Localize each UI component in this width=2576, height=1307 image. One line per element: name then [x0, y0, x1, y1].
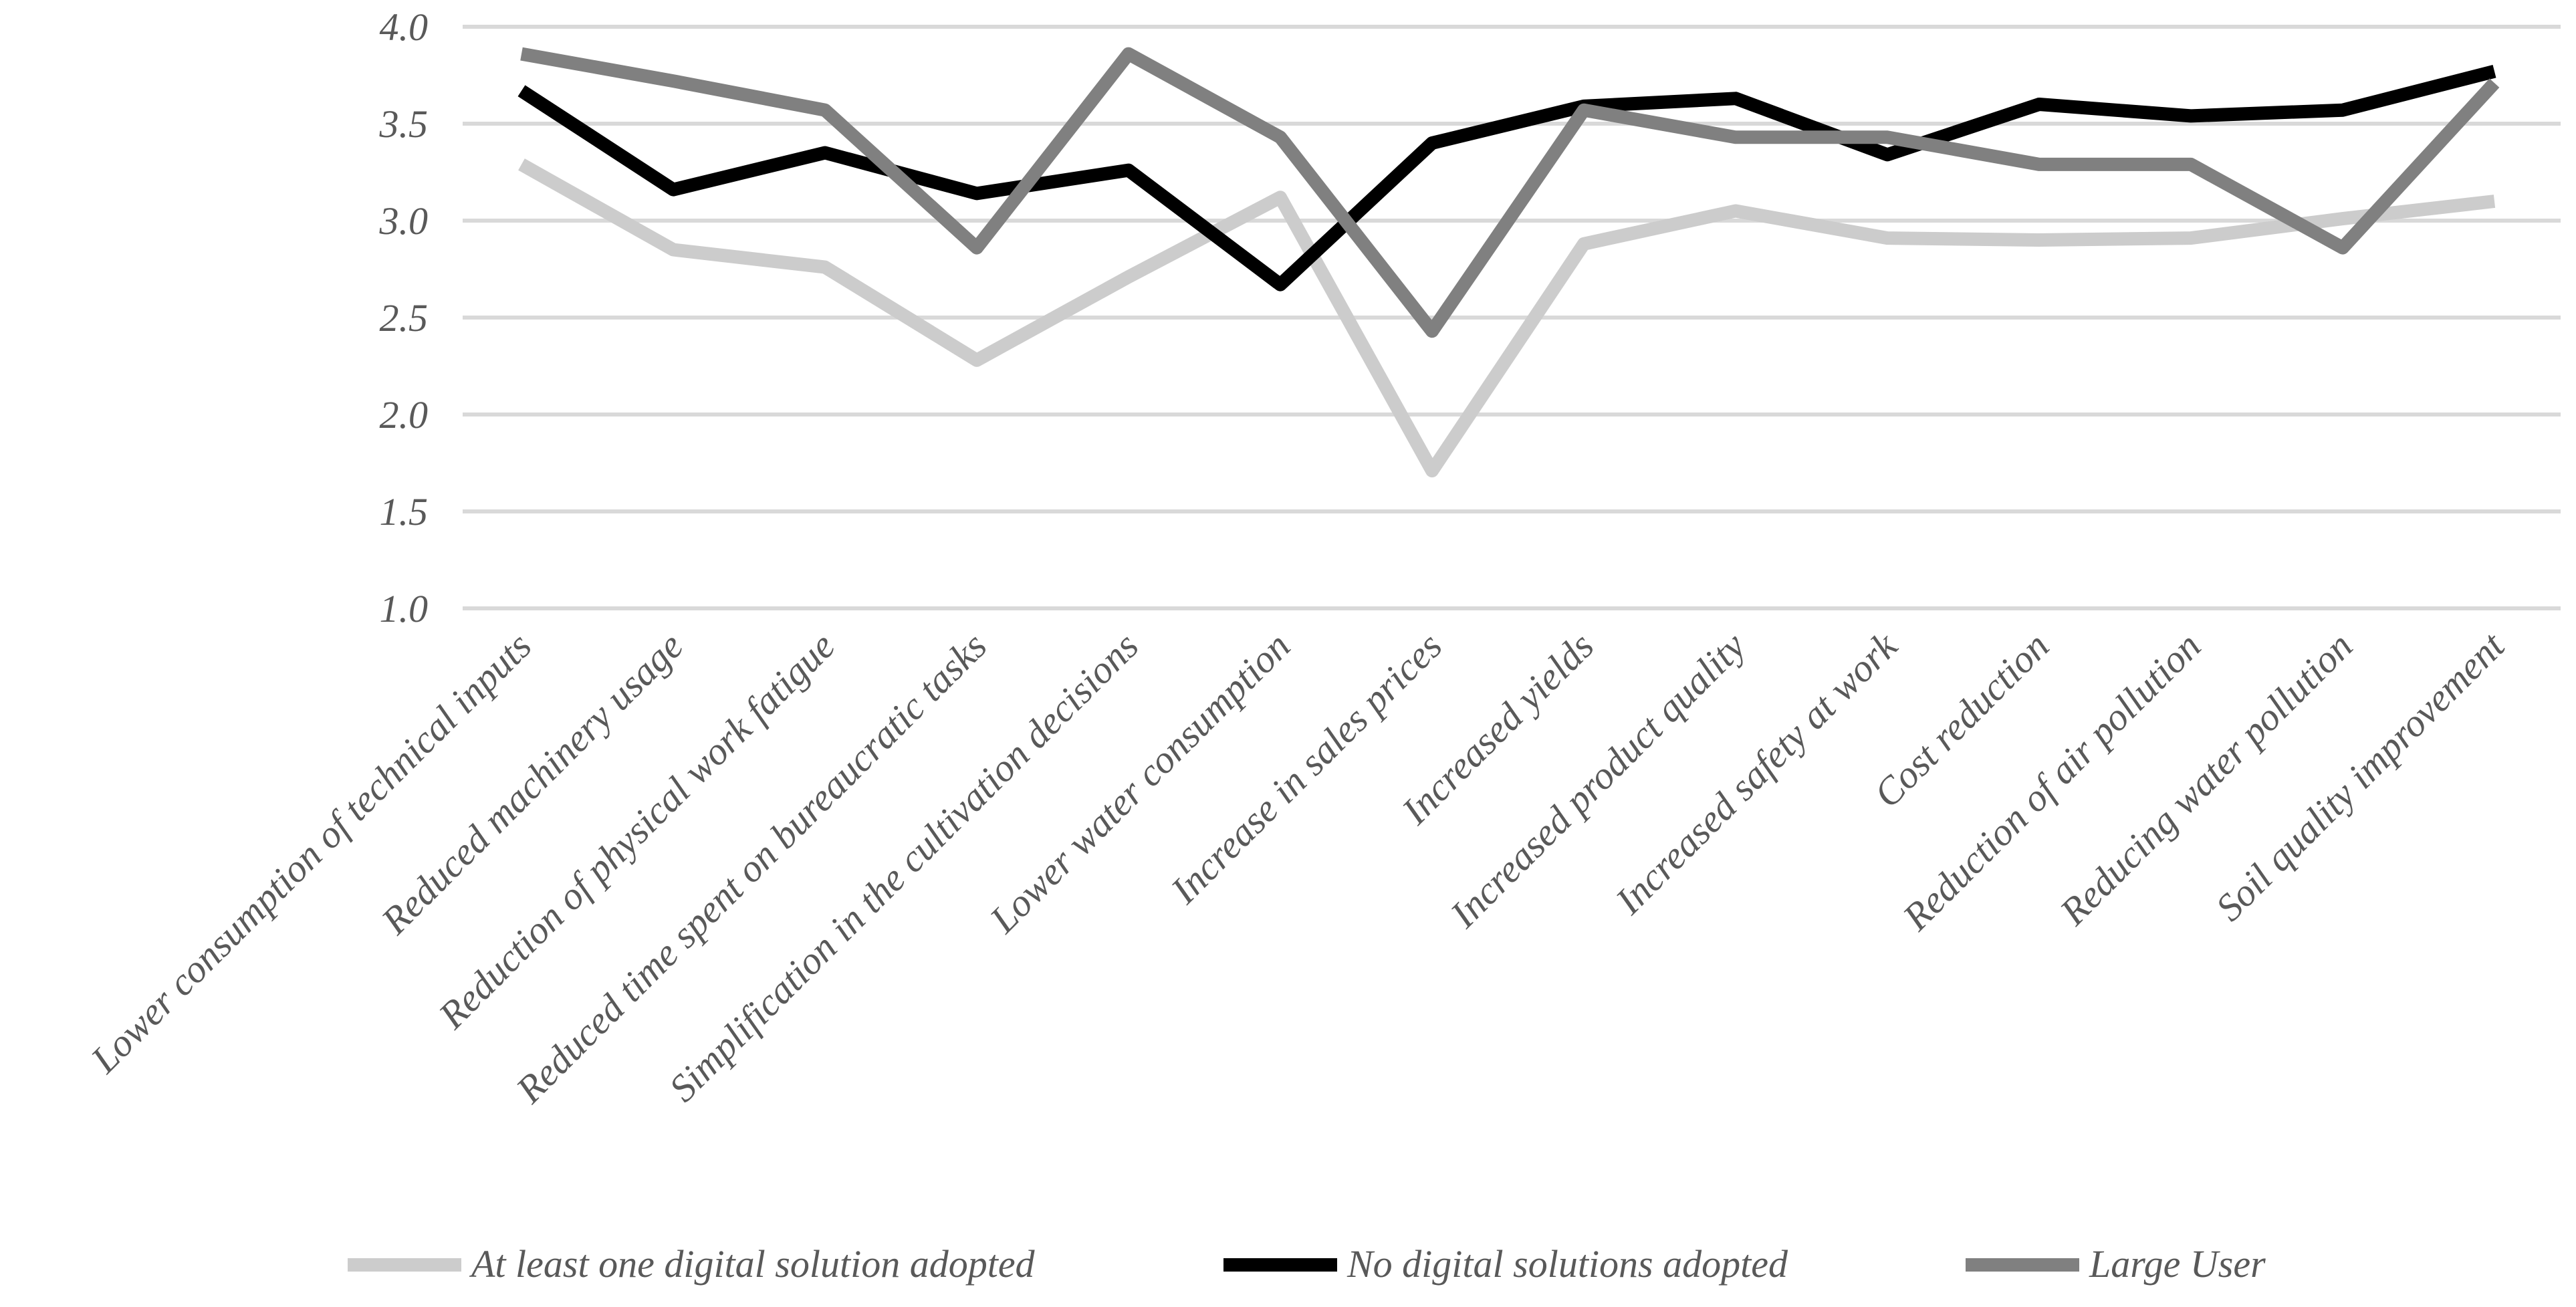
legend-label: At least one digital solution adopted [469, 1242, 1036, 1286]
x-category-label: Increased product quality [1441, 624, 1754, 937]
legend-item-2: Large User [1966, 1242, 2266, 1286]
series-line-1 [517, 65, 2496, 291]
series-line-2 [520, 47, 2500, 338]
y-tick-label: 2.5 [380, 296, 429, 340]
y-tick-label: 1.5 [380, 490, 429, 533]
y-axis-tick-labels: 1.0 1.5 2.0 2.5 3.0 3.5 4.0 [379, 5, 429, 630]
legend-item-1: No digital solutions adopted [1223, 1242, 1788, 1286]
y-tick-label: 2.0 [380, 393, 429, 437]
series-0 [518, 158, 2496, 478]
series-line-0 [518, 158, 2496, 478]
x-category-label: Increase in sales prices [1162, 624, 1450, 912]
x-axis-category-labels: Lower consumption of technical inputsRed… [82, 623, 2514, 1112]
x-category-label: Increased safety at work [1607, 623, 1906, 923]
y-tick-label: 4.0 [380, 5, 429, 49]
x-category-label: Soil quality improvement [2207, 623, 2513, 929]
series-lines [517, 47, 2500, 478]
y-tick-label: 1.0 [380, 587, 429, 630]
x-category-label: Reducing water pollution [2051, 624, 2361, 934]
x-category-label: Reduced machinery usage [372, 624, 691, 943]
legend-item-0: At least one digital solution adopted [348, 1242, 1036, 1286]
x-category-label: Lower water consumption [981, 624, 1298, 941]
series-2 [520, 47, 2500, 338]
y-tick-label: 3.0 [379, 199, 429, 243]
legend-label: No digital solutions adopted [1346, 1242, 1788, 1286]
legend-label: Large User [2089, 1242, 2266, 1286]
y-tick-label: 3.5 [379, 102, 429, 146]
x-category-label: Reduction of air pollution [1894, 624, 2210, 939]
legend: At least one digital solution adopted No … [348, 1242, 2266, 1286]
